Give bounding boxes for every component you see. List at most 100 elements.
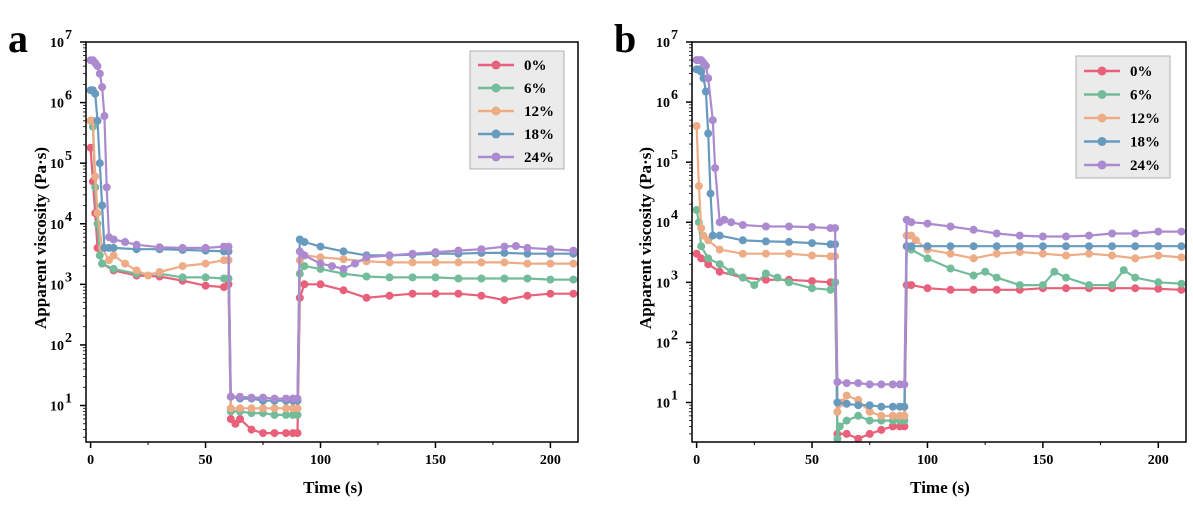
data-point	[454, 246, 463, 255]
data-point	[1062, 242, 1070, 251]
data-point	[454, 289, 463, 298]
data-point	[946, 264, 955, 273]
data-point	[704, 254, 713, 263]
series-24pct	[692, 56, 1186, 389]
data-point	[102, 183, 111, 192]
data-point	[247, 393, 256, 402]
data-point	[500, 248, 509, 257]
data-point	[1154, 227, 1163, 236]
data-point	[93, 116, 102, 125]
data-point	[282, 410, 290, 419]
data-point	[259, 429, 267, 438]
data-point	[201, 273, 210, 282]
data-point	[98, 83, 107, 92]
data-point	[888, 402, 897, 411]
x-tick-label: 150	[1032, 453, 1053, 468]
data-point	[1015, 281, 1024, 290]
data-point	[1154, 251, 1163, 260]
legend-swatch-marker	[1097, 66, 1107, 76]
data-point	[785, 249, 793, 258]
data-point	[523, 274, 532, 283]
y-tick-exponent: 7	[65, 28, 72, 43]
x-tick-label: 50	[805, 453, 819, 468]
data-point	[477, 258, 486, 267]
data-point	[888, 411, 897, 420]
data-point	[1131, 284, 1140, 293]
data-point	[500, 242, 509, 251]
data-point	[178, 273, 187, 282]
legend-label: 0%	[524, 58, 547, 74]
data-point	[946, 242, 955, 251]
data-point	[706, 189, 715, 198]
y-tick-exponent: 1	[671, 388, 678, 403]
data-point	[888, 380, 897, 389]
data-point	[1062, 273, 1070, 282]
series-line	[695, 209, 1182, 440]
data-point	[98, 201, 107, 210]
data-point	[1177, 242, 1186, 251]
y-tick-label: 10	[50, 339, 64, 354]
data-point	[842, 379, 851, 388]
data-point	[842, 399, 851, 408]
data-point	[431, 289, 440, 298]
data-point	[431, 248, 440, 257]
data-point	[1038, 232, 1047, 241]
data-point	[877, 425, 886, 434]
panel-a-letter: a	[8, 16, 28, 61]
data-point	[1038, 249, 1047, 258]
data-point	[109, 251, 118, 260]
data-point	[1085, 242, 1093, 251]
data-point	[865, 407, 874, 416]
data-point	[761, 237, 770, 246]
data-point	[1015, 242, 1024, 251]
data-point	[708, 116, 717, 125]
data-point	[1131, 273, 1140, 282]
data-point	[95, 69, 104, 78]
data-point	[247, 425, 256, 434]
y-tick-exponent: 7	[671, 28, 678, 43]
data-point	[270, 404, 279, 413]
data-point	[100, 112, 109, 120]
legend-label: 18%	[1130, 135, 1160, 151]
data-point	[969, 225, 978, 234]
data-point	[477, 291, 486, 300]
y-tick-label: 10	[656, 276, 670, 291]
data-point	[833, 407, 842, 416]
data-point	[300, 238, 309, 246]
data-point	[1085, 249, 1093, 258]
data-point	[316, 253, 325, 262]
data-point	[785, 237, 793, 246]
data-point	[270, 410, 279, 419]
data-point	[500, 258, 509, 267]
data-point	[946, 285, 955, 294]
x-tick-label: 100	[310, 453, 331, 468]
data-point	[835, 422, 844, 431]
panel-a-legend: 0% 6% 12% 18% 24%	[469, 50, 565, 170]
data-point	[907, 281, 916, 290]
data-point	[761, 222, 770, 231]
data-point	[109, 235, 118, 244]
data-point	[109, 243, 118, 252]
data-point	[992, 285, 1001, 294]
data-point	[1119, 266, 1128, 275]
legend-label: 0%	[1130, 64, 1153, 80]
data-point	[842, 429, 851, 438]
data-point	[316, 259, 325, 268]
panel-b-legend: 0% 6% 12% 18% 24%	[1075, 55, 1171, 179]
data-point	[738, 221, 747, 229]
data-point	[833, 398, 842, 407]
data-point	[1062, 251, 1070, 260]
data-point	[454, 258, 463, 267]
legend-swatch-marker	[491, 152, 501, 162]
data-point	[833, 434, 842, 443]
data-point	[785, 222, 793, 231]
y-tick-label: 10	[656, 156, 670, 171]
data-point	[270, 429, 279, 438]
y-tick-exponent: 5	[671, 148, 678, 163]
data-point	[132, 266, 141, 275]
data-point	[1038, 242, 1047, 251]
panel-b-series-layer	[692, 56, 1186, 443]
x-tick-label: 50	[199, 453, 213, 468]
legend-swatch-marker	[491, 129, 501, 139]
